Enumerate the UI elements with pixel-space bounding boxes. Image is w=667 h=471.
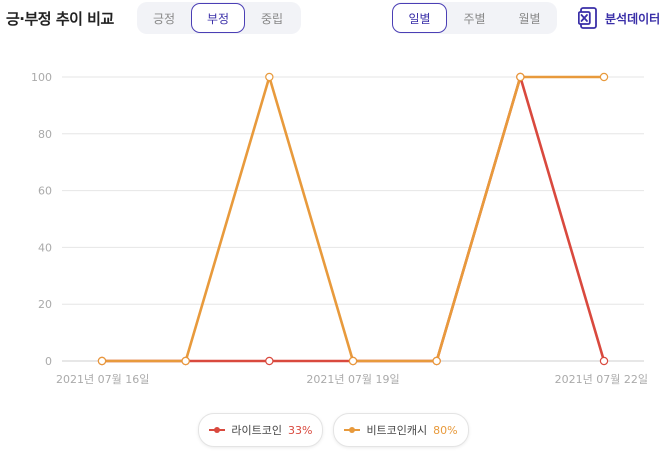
tab-negative[interactable]: 부정	[191, 3, 245, 33]
data-point-0	[265, 356, 274, 366]
legend-marker-icon	[344, 427, 361, 433]
period-segmented-control: 일별 주별 월별	[392, 2, 557, 34]
excel-file-icon	[578, 7, 597, 29]
data-point-1	[265, 72, 274, 82]
series-line-0	[102, 75, 606, 363]
data-point-0	[599, 356, 609, 366]
page-title: 긍·부정 추이 비교	[6, 10, 114, 28]
y-tick-label: 60	[38, 185, 52, 198]
y-tick-label: 100	[31, 71, 52, 84]
legend-name: 라이트코인	[231, 424, 282, 437]
tab-daily[interactable]: 일별	[392, 3, 447, 33]
legend-percent: 80%	[433, 423, 458, 437]
analysis-data-label: 분석데이터	[605, 11, 661, 26]
series-line-1	[102, 75, 604, 363]
legend-item-litecoin[interactable]: 라이트코인 33%	[198, 413, 324, 447]
data-point-1	[348, 356, 358, 366]
legend-percent: 33%	[287, 423, 313, 437]
trend-chart: 0 20 40 60 80 100 2021년 07월 16일 2021년 07월 19일 20…	[0, 40, 667, 394]
y-tick-label: 40	[38, 241, 52, 254]
tab-monthly[interactable]: 월별	[518, 11, 541, 26]
analysis-data-button[interactable]: 분석데이터	[578, 6, 660, 30]
line-chart-svg: 0 20 40 60 80 100 2021년 07월 16일 2021년 07월 19일 20…	[31, 71, 648, 386]
sentiment-segmented-control: 긍정 부정 중립	[137, 2, 301, 34]
y-tick-label: 80	[38, 128, 52, 141]
y-tick-label: 20	[38, 298, 52, 311]
x-tick-label: 2021년 07월 19일	[306, 372, 399, 386]
y-tick-label: 0	[45, 355, 52, 368]
x-tick-label: 2021년 07월 16일	[56, 372, 149, 386]
data-point-1	[97, 356, 107, 366]
chart-legend: 라이트코인 33% 비트코인캐시 80%	[0, 413, 667, 447]
x-tick-label: 2021년 07월 22일	[555, 372, 648, 386]
tab-neutral[interactable]: 중립	[260, 11, 284, 26]
legend-name: 비트코인캐시	[366, 424, 428, 437]
data-point-1	[181, 356, 190, 366]
tab-weekly[interactable]: 주별	[463, 11, 486, 26]
data-point-1	[599, 72, 609, 82]
data-point-1	[432, 356, 441, 366]
legend-item-bitcoin-cash[interactable]: 비트코인캐시 80%	[333, 413, 469, 447]
tab-positive[interactable]: 긍정	[152, 11, 176, 26]
legend-marker-icon	[209, 427, 226, 433]
data-point-1	[516, 72, 525, 82]
